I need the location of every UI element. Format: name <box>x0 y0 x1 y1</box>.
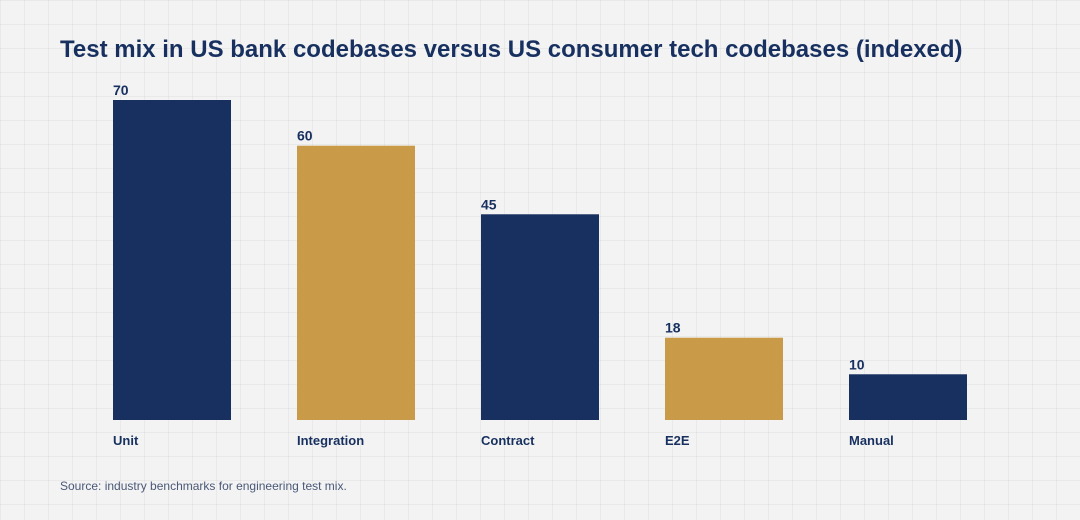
value-label-e2e: 18 <box>665 320 681 336</box>
category-label-integration: Integration <box>297 433 364 448</box>
source-note: Source: industry benchmarks for engineer… <box>60 479 347 493</box>
category-label-unit: Unit <box>113 433 139 448</box>
bar-manual <box>849 374 967 420</box>
bar-e2e <box>665 337 783 420</box>
category-label-e2e: E2E <box>665 433 690 448</box>
value-label-integration: 60 <box>297 128 313 144</box>
category-label-contract: Contract <box>481 433 535 448</box>
value-label-unit: 70 <box>113 82 129 98</box>
chart-title: Test mix in US bank codebases versus US … <box>60 36 963 63</box>
category-label-manual: Manual <box>849 433 894 448</box>
value-label-manual: 10 <box>849 356 865 372</box>
bar-contract <box>481 214 599 420</box>
value-label-contract: 45 <box>481 196 497 212</box>
bars-group: 70 Unit 60 Integration 45 Contract 18 E2E 10 Manu… <box>113 82 967 448</box>
bar-integration <box>297 145 415 420</box>
bar-unit <box>113 100 231 420</box>
